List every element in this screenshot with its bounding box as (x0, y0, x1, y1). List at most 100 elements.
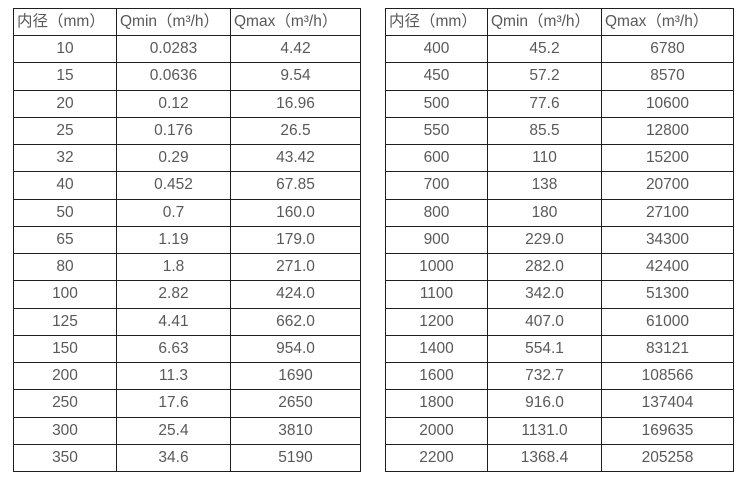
header-qmax: Qmax（m³/h） (230, 8, 361, 36)
table-cell: 0.29 (116, 143, 231, 173)
table-row: 700 138 20700 (385, 171, 734, 200)
table-cell: 57.2 (487, 62, 602, 91)
table-cell: 85.5 (487, 116, 602, 146)
table-cell: 67.85 (230, 171, 361, 200)
table-cell: 83121 (601, 334, 734, 364)
table-cell: 10600 (601, 89, 734, 118)
table-cell: 282.0 (487, 252, 602, 282)
table-cell: 108566 (601, 361, 734, 391)
table-cell: 26.5 (230, 116, 361, 146)
table-cell: 0.452 (116, 171, 231, 200)
table-cell: 20 (13, 89, 117, 118)
table-cell: 300 (13, 416, 117, 445)
table-cell: 160.0 (230, 198, 361, 227)
table-row: 20 0.12 16.96 (13, 89, 361, 118)
table-cell: 15 (13, 62, 117, 91)
table-cell: 200 (13, 361, 117, 391)
table-cell: 916.0 (487, 389, 602, 418)
table-row: 100 2.82 424.0 (13, 280, 361, 309)
table-cell: 80 (13, 252, 117, 282)
flow-rate-table-small-diameters: 内径（mm） Qmin（m³/h） Qmax（m³/h） 10 0.0283 4.4… (13, 8, 361, 473)
table-row: 15 0.0636 9.54 (13, 62, 361, 91)
table-row: 600 110 15200 (385, 143, 734, 173)
table-cell: 61000 (601, 307, 734, 336)
table-row: 125 4.41 662.0 (13, 307, 361, 336)
table-header-row: 内径（mm） Qmin（m³/h） Qmax（m³/h） (385, 8, 734, 36)
table-cell: 34300 (601, 225, 734, 255)
table-cell: 250 (13, 389, 117, 418)
table-row: 150 6.63 954.0 (13, 334, 361, 364)
table-cell: 424.0 (230, 280, 361, 309)
table-row: 400 45.2 6780 (385, 34, 734, 64)
table-row: 2000 1131.0 169635 (385, 416, 734, 445)
table-cell: 1200 (385, 307, 488, 336)
header-qmax: Qmax（m³/h） (601, 8, 734, 36)
table-row: 200 11.3 1690 (13, 361, 361, 391)
table-cell: 34.6 (116, 443, 231, 473)
table-cell: 45.2 (487, 34, 602, 64)
table-cell: 662.0 (230, 307, 361, 336)
table-row: 550 85.5 12800 (385, 116, 734, 146)
table-cell: 554.1 (487, 334, 602, 364)
table-row: 2200 1368.4 205258 (385, 443, 734, 473)
table-row: 1800 916.0 137404 (385, 389, 734, 418)
table-row: 1000 282.0 42400 (385, 252, 734, 282)
table-cell: 0.0283 (116, 34, 231, 64)
table-cell: 11.3 (116, 361, 231, 391)
table-cell: 169635 (601, 416, 734, 445)
table-cell: 205258 (601, 443, 734, 473)
table-cell: 2650 (230, 389, 361, 418)
table-cell: 4.41 (116, 307, 231, 336)
table-cell: 600 (385, 143, 488, 173)
table-cell: 51300 (601, 280, 734, 309)
table-cell: 5190 (230, 443, 361, 473)
table-row: 1200 407.0 61000 (385, 307, 734, 336)
table-cell: 42400 (601, 252, 734, 282)
table-cell: 1800 (385, 389, 488, 418)
table-cell: 1690 (230, 361, 361, 391)
table-row: 500 77.6 10600 (385, 89, 734, 118)
table-cell: 25.4 (116, 416, 231, 445)
table-cell: 450 (385, 62, 488, 91)
table-cell: 43.42 (230, 143, 361, 173)
table-cell: 20700 (601, 171, 734, 200)
table-row: 250 17.6 2650 (13, 389, 361, 418)
table-row: 10 0.0283 4.42 (13, 34, 361, 64)
table-cell: 179.0 (230, 225, 361, 255)
table-cell: 8570 (601, 62, 734, 91)
table-cell: 800 (385, 198, 488, 227)
table-cell: 1100 (385, 280, 488, 309)
table-cell: 550 (385, 116, 488, 146)
table-cell: 6780 (601, 34, 734, 64)
table-cell: 700 (385, 171, 488, 200)
table-cell: 271.0 (230, 252, 361, 282)
table-cell: 40 (13, 171, 117, 200)
table-cell: 180 (487, 198, 602, 227)
table-cell: 1131.0 (487, 416, 602, 445)
table-cell: 27100 (601, 198, 734, 227)
table-cell: 229.0 (487, 225, 602, 255)
table-cell: 10 (13, 34, 117, 64)
table-header-row: 内径（mm） Qmin（m³/h） Qmax（m³/h） (13, 8, 361, 36)
table-cell: 2.82 (116, 280, 231, 309)
header-inner-diameter: 内径（mm） (385, 8, 488, 36)
table-cell: 0.12 (116, 89, 231, 118)
table-cell: 900 (385, 225, 488, 255)
table-row: 80 1.8 271.0 (13, 252, 361, 282)
header-qmin: Qmin（m³/h） (487, 8, 602, 36)
table-row: 1400 554.1 83121 (385, 334, 734, 364)
flow-rate-table-large-diameters: 内径（mm） Qmin（m³/h） Qmax（m³/h） 400 45.2 6780… (385, 8, 734, 473)
table-cell: 407.0 (487, 307, 602, 336)
table-cell: 17.6 (116, 389, 231, 418)
table-cell: 2000 (385, 416, 488, 445)
table-cell: 25 (13, 116, 117, 146)
table-row: 350 34.6 5190 (13, 443, 361, 473)
table-cell: 65 (13, 225, 117, 255)
table-cell: 3810 (230, 416, 361, 445)
table-cell: 50 (13, 198, 117, 227)
table-cell: 400 (385, 34, 488, 64)
table-cell: 125 (13, 307, 117, 336)
table-cell: 500 (385, 89, 488, 118)
table-cell: 9.54 (230, 62, 361, 91)
table-cell: 0.7 (116, 198, 231, 227)
